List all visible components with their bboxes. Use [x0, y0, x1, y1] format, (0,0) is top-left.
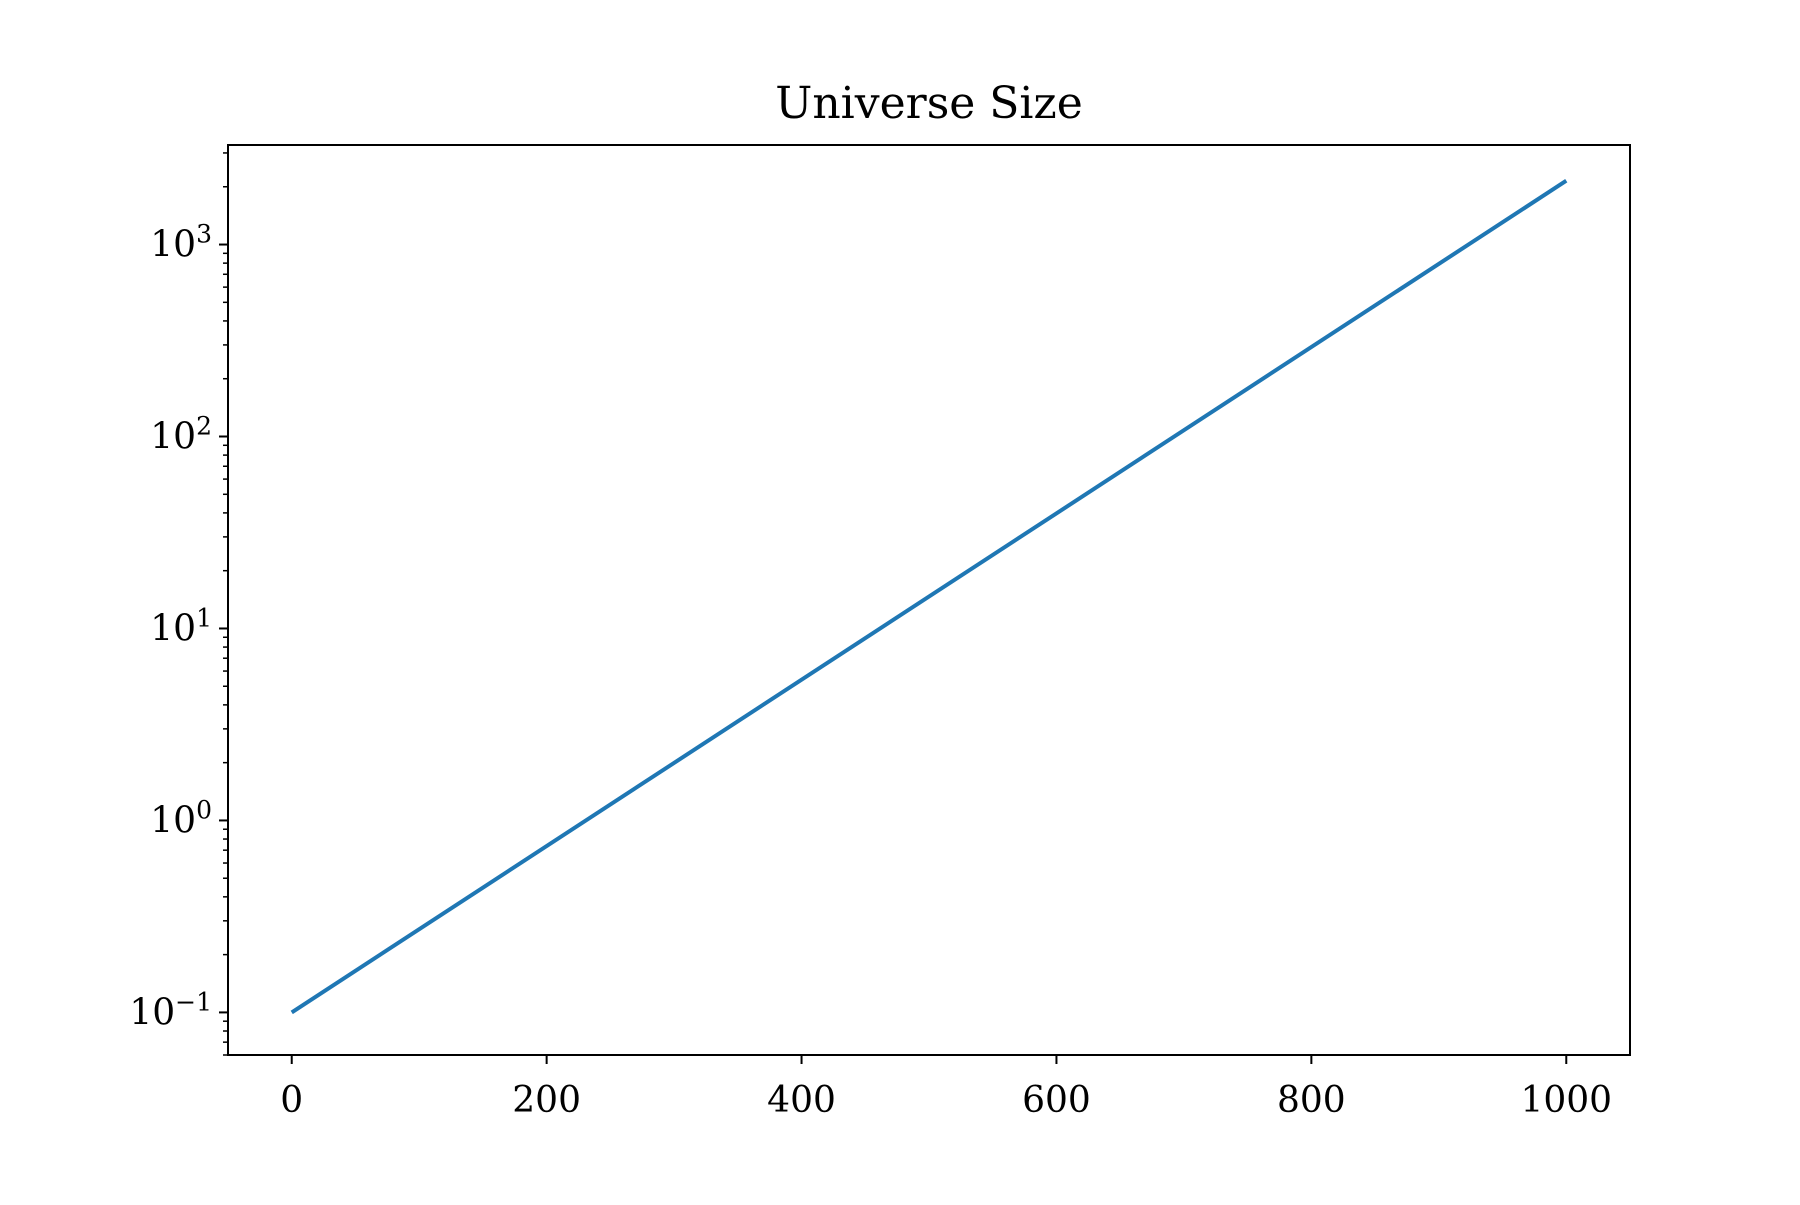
x-tick-label: 400	[767, 1080, 836, 1121]
y-tick-label: 101	[150, 603, 212, 649]
y-tick-exponent: 0	[196, 795, 212, 824]
axes-frame	[227, 144, 1631, 1056]
y-tick-label: 10−1	[129, 987, 212, 1033]
y-tick-exponent: −1	[175, 987, 212, 1016]
y-tick-label: 103	[150, 220, 212, 266]
x-axis: 0 200 400 600 800 1000	[280, 1055, 1612, 1121]
x-tick-label: 200	[512, 1080, 581, 1121]
y-tick-base: 10	[129, 992, 175, 1033]
y-tick-exponent: 3	[196, 220, 212, 249]
x-tick-label: 1000	[1520, 1080, 1612, 1121]
plot-series	[290, 179, 1568, 1015]
y-tick-base: 10	[150, 225, 196, 266]
y-tick-base: 10	[150, 417, 196, 458]
x-tick-label: 600	[1022, 1080, 1091, 1121]
y-tick-base: 10	[150, 800, 196, 841]
chart-title: Universe Size	[775, 78, 1082, 129]
x-tick-label: 800	[1277, 1080, 1346, 1121]
x-tick-label: 0	[280, 1080, 303, 1121]
y-tick-label: 102	[150, 412, 212, 458]
y-tick-exponent: 1	[196, 603, 212, 632]
y-tick-label: 100	[150, 795, 212, 841]
series-line	[290, 179, 1568, 1015]
y-tick-exponent: 2	[196, 412, 212, 441]
y-tick-base: 10	[150, 608, 196, 649]
